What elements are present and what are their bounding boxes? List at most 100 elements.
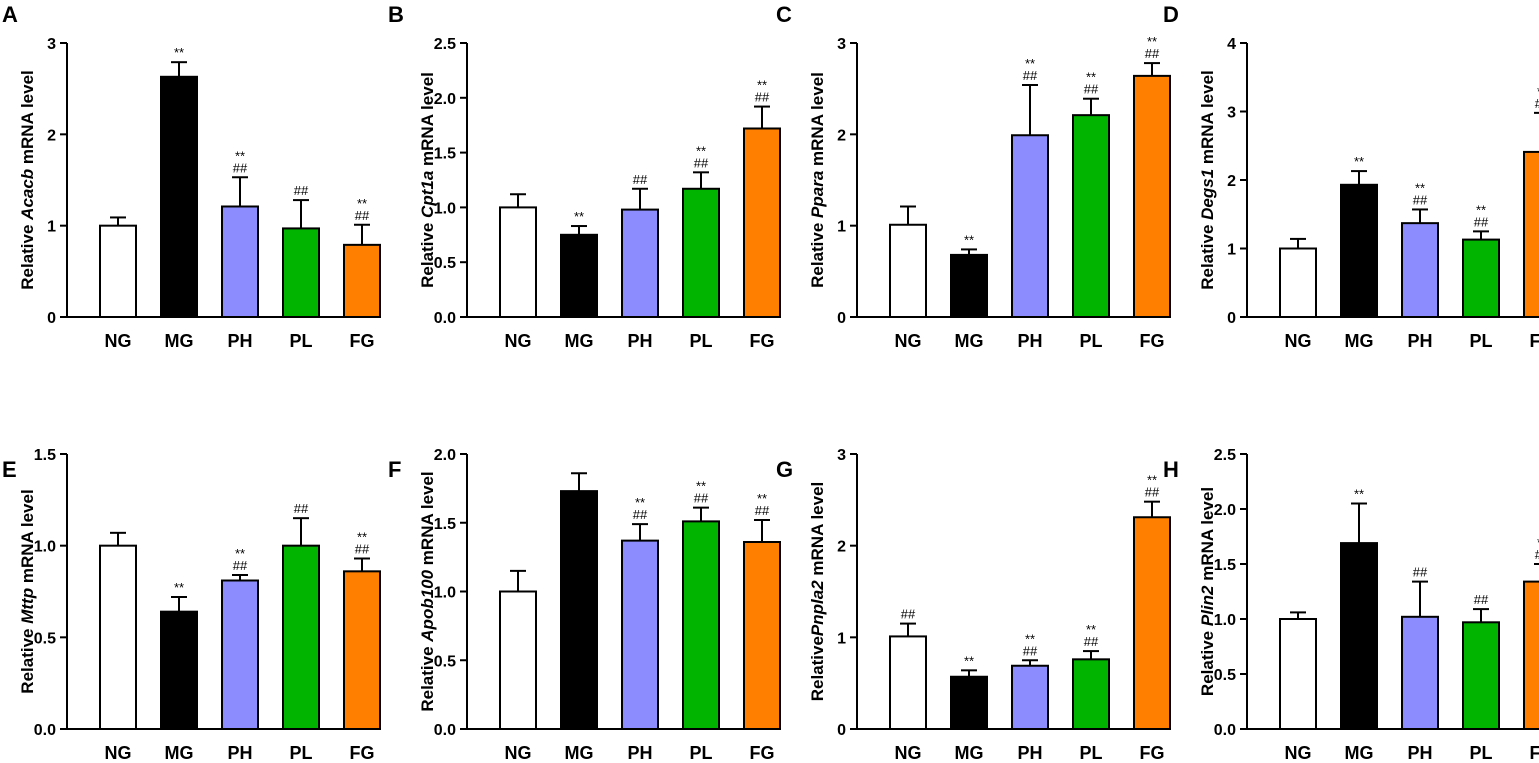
y-tick-label: 0 — [47, 310, 56, 327]
significance-marker: ** — [1025, 56, 1035, 71]
x-tick-label: PL — [1079, 743, 1102, 763]
y-tick-label: 3 — [837, 447, 846, 464]
y-axis-label: Relative Apob100 mRNA level — [418, 471, 437, 711]
significance-marker: ** — [757, 491, 767, 506]
significance-marker: ** — [635, 495, 645, 510]
x-tick-label: NG — [105, 331, 132, 351]
y-tick-label: 1.0 — [1214, 612, 1236, 629]
x-tick-label: PL — [689, 331, 712, 351]
significance-marker: ## — [294, 183, 309, 198]
y-tick-label: 1 — [47, 219, 56, 236]
y-axis-label: Relative Ppara mRNA level — [808, 72, 827, 288]
bar-ph — [1011, 134, 1049, 318]
x-tick-label: PH — [227, 743, 252, 763]
panel-letter: A — [2, 2, 18, 27]
bar-ng — [499, 590, 537, 730]
y-axis-label-suffix: mRNA level — [1198, 487, 1217, 586]
y-axis-label-prefix: Relative — [18, 220, 37, 290]
bar-pl — [1462, 621, 1500, 730]
x-tick-label: NG — [505, 743, 532, 763]
significance-marker: ## — [1535, 547, 1539, 562]
bar-mg — [560, 233, 598, 318]
bar-pl — [682, 187, 720, 318]
panel-c: C Relative Ppara mRNA level 0 1 2 3 NG MG ** PH **… — [776, 2, 1171, 351]
bar-fg — [1133, 516, 1171, 730]
y-tick-label: 1.5 — [1214, 557, 1236, 574]
x-tick-label: FG — [350, 743, 375, 763]
bar-mg — [1340, 183, 1378, 318]
y-tick-label: 1 — [1227, 242, 1236, 259]
gene-name: Acacb — [18, 169, 37, 221]
y-tick-label: 1.0 — [434, 200, 456, 217]
significance-marker: ## — [1474, 214, 1489, 229]
y-tick-label: 1.5 — [434, 146, 456, 163]
y-axis-label-prefix: Relative — [1198, 626, 1217, 696]
significance-marker: ## — [1084, 634, 1099, 649]
y-tick-label: 2 — [1227, 173, 1236, 190]
gene-name: Apob100 — [418, 569, 437, 642]
y-tick-label: 0.5 — [434, 653, 456, 670]
significance-marker: ## — [694, 491, 709, 506]
y-tick-label: 0.0 — [434, 310, 456, 327]
significance-marker: ** — [1537, 535, 1539, 550]
bar-fg — [743, 127, 781, 318]
x-tick-label: MG — [955, 743, 984, 763]
significance-marker: ## — [1145, 46, 1160, 61]
y-tick-label: 0 — [837, 310, 846, 327]
bar-ph — [621, 539, 659, 730]
significance-marker: ## — [233, 160, 248, 175]
y-tick-label: 1 — [837, 630, 846, 647]
y-tick-label: 2.5 — [1214, 447, 1236, 464]
bar-fg — [743, 541, 781, 730]
panel-b: B Relative Cpt1a mRNA level 0.0 0.5 1.0 1.5 2.… — [388, 2, 781, 351]
bar-ng — [1279, 618, 1317, 730]
y-axis-label-suffix: mRNA level — [1198, 70, 1217, 169]
significance-marker: ** — [357, 196, 367, 211]
y-axis-label-prefix: Relative — [418, 218, 437, 288]
significance-marker: ## — [294, 501, 309, 516]
x-tick-label: PL — [1469, 743, 1492, 763]
significance-marker: ## — [1474, 592, 1489, 607]
gene-name: Mttp — [18, 588, 37, 624]
bar-fg — [1523, 580, 1539, 730]
significance-marker: ** — [696, 479, 706, 494]
significance-marker: ## — [1145, 485, 1160, 500]
x-tick-label: FG — [750, 331, 775, 351]
significance-marker: ** — [174, 580, 184, 595]
x-tick-label: PL — [689, 743, 712, 763]
x-tick-label: MG — [165, 331, 194, 351]
y-tick-label: 3 — [1227, 105, 1236, 122]
y-axis-label-suffix: mRNA level — [18, 70, 37, 169]
gene-name: Ppara — [808, 171, 827, 218]
panel-letter: C — [776, 2, 792, 27]
x-tick-label: PL — [1469, 331, 1492, 351]
significance-marker: ## — [1023, 68, 1038, 83]
x-tick-label: FG — [1530, 331, 1539, 351]
x-tick-label: MG — [1345, 331, 1374, 351]
bar-ng — [889, 223, 927, 318]
x-tick-label: FG — [1530, 743, 1539, 763]
x-tick-label: NG — [1285, 331, 1312, 351]
y-tick-label: 0.5 — [34, 630, 56, 647]
y-tick-label: 1 — [837, 219, 846, 236]
panel-g: G RelativePnpla2 mRNA level 0 1 2 3 NG ## MG ** PH… — [776, 447, 1171, 763]
y-axis-label-prefix: Relative — [18, 624, 37, 694]
y-axis-label: Relative Mttp mRNA level — [18, 489, 37, 693]
y-axis-label-suffix: mRNA level — [418, 471, 437, 570]
significance-marker: ** — [1476, 202, 1486, 217]
bar-pl — [1072, 658, 1110, 730]
bar-mg — [160, 75, 198, 318]
x-tick-label: NG — [895, 331, 922, 351]
x-tick-label: PL — [1079, 331, 1102, 351]
x-tick-label: PH — [627, 331, 652, 351]
significance-marker: ** — [696, 143, 706, 158]
significance-marker: ## — [1413, 192, 1428, 207]
significance-marker: ** — [964, 232, 974, 247]
significance-marker: ## — [355, 208, 370, 223]
x-tick-label: MG — [1345, 743, 1374, 763]
bar-mg — [950, 675, 988, 730]
x-tick-label: PH — [1017, 743, 1042, 763]
significance-marker: ** — [964, 653, 974, 668]
